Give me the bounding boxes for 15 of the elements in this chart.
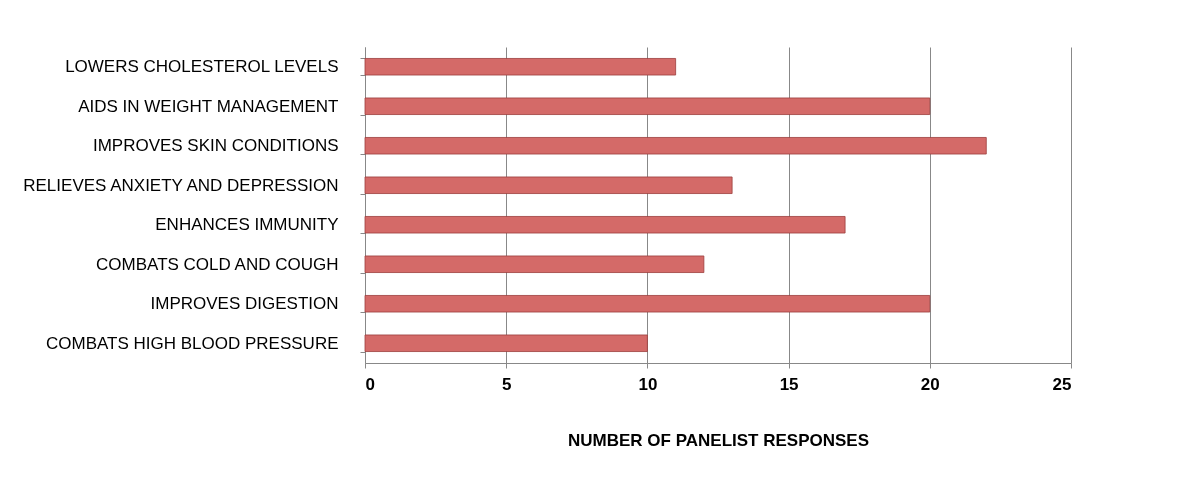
- x-tick-label: 15: [779, 374, 799, 394]
- x-axis-title: NUMBER OF PANELIST RESPONSES: [568, 430, 869, 450]
- x-tick-label: 25: [1052, 374, 1072, 394]
- x-tick-label: 20: [920, 374, 940, 394]
- x-tick-label: 10: [638, 374, 658, 394]
- y-tick-label: LOWERS CHOLESTEROL LEVELS: [65, 57, 339, 77]
- y-tick-label: COMBATS COLD AND COUGH: [96, 254, 339, 274]
- y-tick-label: IMPROVES DIGESTION: [150, 294, 339, 314]
- y-tick-label: COMBATS HIGH BLOOD PRESSURE: [45, 333, 339, 353]
- x-tick-label: 5: [501, 374, 512, 394]
- y-tick-label: ENHANCES IMMUNITY: [155, 215, 339, 235]
- y-tick-label: AIDS IN WEIGHT MANAGEMENT: [78, 96, 339, 116]
- x-tick-label: 0: [365, 374, 375, 394]
- y-tick-label: IMPROVES SKIN CONDITIONS: [92, 136, 339, 156]
- y-tick-label: RELIEVES ANXIETY AND DEPRESSION: [23, 175, 339, 195]
